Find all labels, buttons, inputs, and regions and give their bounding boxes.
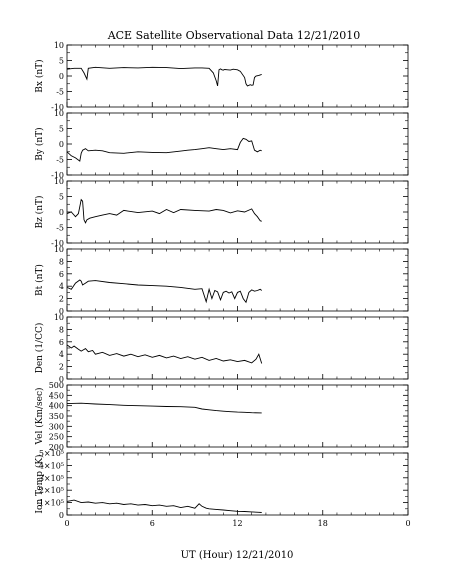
panel-frame	[66, 112, 409, 176]
panel-7: 5×10⁵ 4×10⁵ 3×10⁵ 2×10⁵ 1×10⁵ 0 Ion Temp (K)	[34, 449, 409, 520]
y-tick-label: 10	[54, 177, 64, 186]
y-tick-label: 4×10⁵	[39, 461, 64, 470]
y-axis-label: Bx (nT)	[34, 59, 45, 92]
y-tick-label: 1×10⁵	[39, 499, 64, 508]
y-tick-label: 0	[59, 72, 64, 81]
y-tick-label: 10	[54, 245, 64, 254]
x-axis: 0 6 12 18 0	[64, 519, 410, 528]
x-tick-label: 0	[405, 519, 410, 528]
y-tick-label: 2	[59, 363, 64, 372]
y-tick-label: 450	[49, 391, 64, 400]
y-tick-label: 6	[59, 338, 64, 347]
y-tick-label: 5×10⁵	[39, 449, 64, 458]
y-tick-label: 0	[59, 511, 64, 520]
y-tick-label: 2	[59, 295, 64, 304]
y-tick-label: 500	[49, 381, 64, 390]
y-tick-label: 5	[59, 125, 64, 134]
series-line	[66, 66, 262, 87]
y-tick-label: 0	[59, 375, 64, 384]
figure-title: ACE Satellite Observational Data 12/21/2…	[107, 29, 361, 42]
y-axis-label: Vel (Km/sec)	[34, 387, 45, 445]
panels-group: 10 5 0 -5 -10 Bx (nT) 10 5 0 -5 -10 By (nT) 10 5 0 -5 -1…	[34, 41, 409, 520]
y-axis-label: Bz (nT)	[34, 195, 45, 228]
y-tick-label: 200	[49, 443, 64, 452]
series-line	[66, 499, 262, 513]
y-tick-label: 2×10⁵	[39, 486, 64, 495]
y-tick-label: -5	[56, 224, 64, 233]
y-tick-label: 0	[59, 307, 64, 316]
x-tick-label: 6	[150, 519, 155, 528]
x-tick-label: 12	[232, 519, 242, 528]
y-tick-label: 8	[59, 325, 64, 334]
y-tick-label: -10	[51, 239, 64, 248]
y-tick-label: 10	[54, 313, 64, 322]
y-tick-label: 4	[59, 350, 64, 359]
panel-frame	[66, 180, 409, 244]
y-tick-label: 5	[59, 57, 64, 66]
panel-frame	[66, 452, 409, 516]
y-axis-label: Den (1/CC)	[34, 323, 45, 374]
y-tick-label: -5	[56, 156, 64, 165]
y-tick-label: 6	[59, 270, 64, 279]
series-line	[66, 137, 262, 162]
panel-1: 10 5 0 -5 -10 Bx (nT)	[34, 41, 409, 112]
y-tick-label: 0	[59, 140, 64, 149]
x-tick-label: 18	[318, 519, 328, 528]
y-tick-label: 8	[59, 257, 64, 266]
y-tick-label: 350	[49, 412, 64, 421]
y-tick-label: -10	[51, 103, 64, 112]
y-tick-label: 0	[59, 208, 64, 217]
x-axis-label: UT (Hour) 12/21/2010	[181, 550, 294, 561]
series-line	[66, 344, 263, 364]
panel-2: 10 5 0 -5 -10 By (nT)	[34, 109, 409, 180]
y-tick-label: 10	[54, 109, 64, 118]
y-tick-label: 400	[49, 402, 64, 411]
y-tick-label: 4	[59, 282, 64, 291]
y-tick-label: -10	[51, 171, 64, 180]
y-tick-label: 10	[54, 41, 64, 50]
x-tick-label: 0	[64, 519, 69, 528]
panel-5: 10 8 6 4 2 0 Den (1/CC)	[34, 313, 409, 384]
panel-frame	[66, 384, 409, 448]
y-axis-label: Ion Temp (K)	[34, 454, 45, 513]
series-line	[66, 402, 262, 414]
y-tick-label: 3×10⁵	[39, 474, 64, 483]
panel-4: 10 8 6 4 2 0 Bt (nT)	[34, 245, 409, 316]
panel-3: 10 5 0 -5 -10 Bz (nT)	[34, 177, 409, 248]
y-tick-label: 250	[49, 433, 64, 442]
y-tick-label: -5	[56, 88, 64, 97]
y-tick-label: 5	[59, 193, 64, 202]
panel-frame	[66, 248, 409, 312]
y-axis-label: Bt (nT)	[34, 264, 45, 296]
panel-frame	[66, 44, 409, 108]
y-tick-label: 300	[49, 422, 64, 431]
y-axis-label: By (nT)	[34, 127, 45, 160]
series-line	[66, 198, 262, 224]
series-line	[66, 279, 262, 304]
panel-frame	[66, 316, 409, 380]
